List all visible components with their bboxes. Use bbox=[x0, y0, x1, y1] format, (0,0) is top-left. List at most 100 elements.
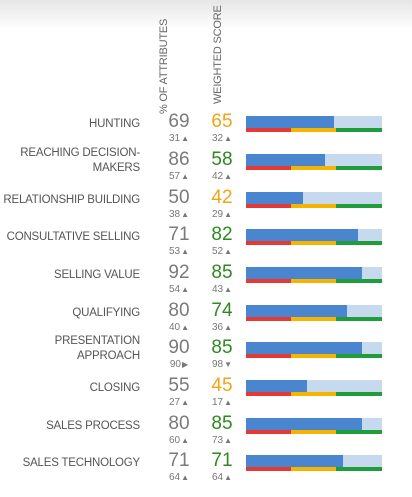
weighted-score-change: 29▲ bbox=[205, 209, 239, 221]
header-percent-attributes: % OF ATTRIBUTES bbox=[158, 18, 170, 114]
table-row[interactable]: PRESENTATION APPROACH 90 90▶ 85 98▼ bbox=[0, 335, 412, 376]
score-bar-fill bbox=[246, 380, 307, 392]
change-value: 27 bbox=[168, 397, 181, 408]
change-value: 54 bbox=[168, 284, 181, 295]
trend-right-icon: ▶ bbox=[181, 360, 189, 369]
percent-attributes-change: 64▲ bbox=[162, 472, 196, 484]
change-value: 36 bbox=[211, 322, 224, 333]
percent-attributes-change: 53▲ bbox=[162, 246, 196, 258]
score-bar bbox=[246, 116, 382, 134]
table-row[interactable]: RELATIONSHIP BUILDING 50 38▲ 42 29▲ bbox=[0, 188, 412, 226]
weighted-score-value: 45 bbox=[211, 375, 233, 396]
table-row[interactable]: CLOSING 55 27▲ 45 17▲ bbox=[0, 376, 412, 414]
table-row[interactable]: CONSULTATIVE SELLING 71 53▲ 82 52▲ bbox=[0, 225, 412, 263]
table-row[interactable]: HUNTING 69 31▲ 65 32▲ bbox=[0, 112, 412, 150]
score-bar-fill bbox=[246, 305, 347, 317]
row-label: SELLING VALUE bbox=[0, 268, 140, 283]
row-label: REACHING DECISION- MAKERS bbox=[0, 146, 140, 176]
weighted-score-value: 42 bbox=[211, 187, 233, 208]
header-weighted-score: WEIGHTED SCORE bbox=[212, 5, 224, 104]
percent-attributes-change: 90▶ bbox=[162, 359, 196, 371]
change-value: 90 bbox=[169, 359, 181, 370]
score-bar-band-high bbox=[336, 166, 382, 170]
row-label-line1: HUNTING bbox=[89, 118, 140, 130]
percent-attributes-change: 27▲ bbox=[162, 397, 196, 409]
score-bar-band-low bbox=[246, 354, 291, 358]
trend-up-icon: ▲ bbox=[181, 436, 190, 445]
score-bar-band-mid bbox=[291, 241, 336, 245]
trend-up-icon: ▲ bbox=[224, 247, 233, 256]
score-bar-band-low bbox=[246, 166, 291, 170]
score-bar-band-low bbox=[246, 430, 291, 434]
percent-attributes-value: 71 bbox=[168, 224, 190, 245]
percent-attributes-value: 86 bbox=[168, 149, 190, 170]
weighted-score-change: 32▲ bbox=[205, 133, 239, 145]
row-label: QUALIFYING bbox=[0, 306, 140, 321]
score-bar-band-mid bbox=[291, 279, 336, 283]
weighted-score-change: 52▲ bbox=[205, 246, 239, 258]
score-bar-band-high bbox=[336, 467, 382, 471]
weighted-score-value: 58 bbox=[211, 149, 233, 170]
table-row[interactable]: SELLING VALUE 92 54▲ 85 43▲ bbox=[0, 263, 412, 301]
trend-up-icon: ▲ bbox=[181, 210, 190, 219]
table-row[interactable]: QUALIFYING 80 40▲ 74 36▲ bbox=[0, 301, 412, 339]
percent-attributes-change: 60▲ bbox=[162, 435, 196, 447]
table-row[interactable]: REACHING DECISION- MAKERS 86 57▲ 58 42▲ bbox=[0, 147, 412, 188]
change-value: 53 bbox=[168, 246, 181, 257]
change-value: 17 bbox=[211, 397, 224, 408]
weighted-score-value: 85 bbox=[211, 337, 233, 358]
row-label-line1: SALES PROCESS bbox=[46, 420, 140, 432]
score-bar bbox=[246, 380, 382, 398]
score-bar-fill bbox=[246, 192, 303, 204]
change-value: 38 bbox=[168, 209, 181, 220]
row-label-line1: QUALIFYING bbox=[72, 307, 140, 319]
row-label-line1: CLOSING bbox=[89, 382, 141, 394]
trend-up-icon: ▲ bbox=[181, 323, 190, 332]
score-bar bbox=[246, 267, 382, 285]
score-bar-band-high bbox=[336, 354, 382, 358]
score-bar-band-low bbox=[246, 128, 291, 132]
trend-up-icon: ▲ bbox=[224, 172, 233, 181]
weighted-score-change: 98▼ bbox=[205, 359, 239, 371]
weighted-score-change: 36▲ bbox=[205, 322, 239, 334]
top-shadow bbox=[0, 0, 412, 30]
score-bar-band-high bbox=[336, 317, 382, 321]
row-label-line1: PRESENTATION bbox=[54, 335, 141, 347]
percent-attributes-value: 50 bbox=[168, 187, 190, 208]
change-value: 52 bbox=[211, 246, 224, 257]
trend-up-icon: ▲ bbox=[224, 134, 233, 143]
trend-up-icon: ▲ bbox=[181, 134, 190, 143]
score-bar bbox=[246, 305, 382, 323]
table-row[interactable]: SALES TECHNOLOGY 71 64▲ 71 64▲ bbox=[0, 451, 412, 489]
trend-up-icon: ▲ bbox=[181, 473, 190, 482]
change-value: 73 bbox=[211, 435, 224, 446]
score-bar-band-low bbox=[246, 204, 291, 208]
weighted-score-change: 73▲ bbox=[205, 435, 239, 447]
trend-up-icon: ▲ bbox=[181, 398, 190, 407]
percent-attributes-change: 40▲ bbox=[162, 322, 196, 334]
trend-up-icon: ▲ bbox=[224, 285, 233, 294]
score-bar-band-low bbox=[246, 392, 291, 396]
score-bar bbox=[246, 342, 382, 360]
score-bar-band-mid bbox=[291, 204, 336, 208]
score-bar-band-mid bbox=[291, 128, 336, 132]
trend-up-icon: ▲ bbox=[224, 398, 233, 407]
row-label-line1: SELLING VALUE bbox=[53, 269, 140, 281]
row-label: HUNTING bbox=[0, 117, 140, 132]
percent-attributes-value: 80 bbox=[168, 413, 190, 434]
score-bar bbox=[246, 418, 382, 436]
percent-attributes-value: 55 bbox=[168, 375, 190, 396]
table-row[interactable]: SALES PROCESS 80 60▲ 85 73▲ bbox=[0, 414, 412, 452]
score-bar bbox=[246, 229, 382, 247]
score-bar-fill bbox=[246, 229, 358, 241]
score-bar-band-mid bbox=[291, 392, 336, 396]
trend-up-icon: ▲ bbox=[181, 172, 190, 181]
weighted-score-value: 85 bbox=[211, 413, 233, 434]
score-bar-band-high bbox=[336, 241, 382, 245]
score-bar-band-high bbox=[336, 204, 382, 208]
change-value: 64 bbox=[211, 472, 224, 483]
score-bar-band-low bbox=[246, 279, 291, 283]
percent-attributes-change: 57▲ bbox=[162, 171, 196, 183]
weighted-score-value: 71 bbox=[211, 450, 233, 471]
percent-attributes-value: 71 bbox=[168, 450, 190, 471]
